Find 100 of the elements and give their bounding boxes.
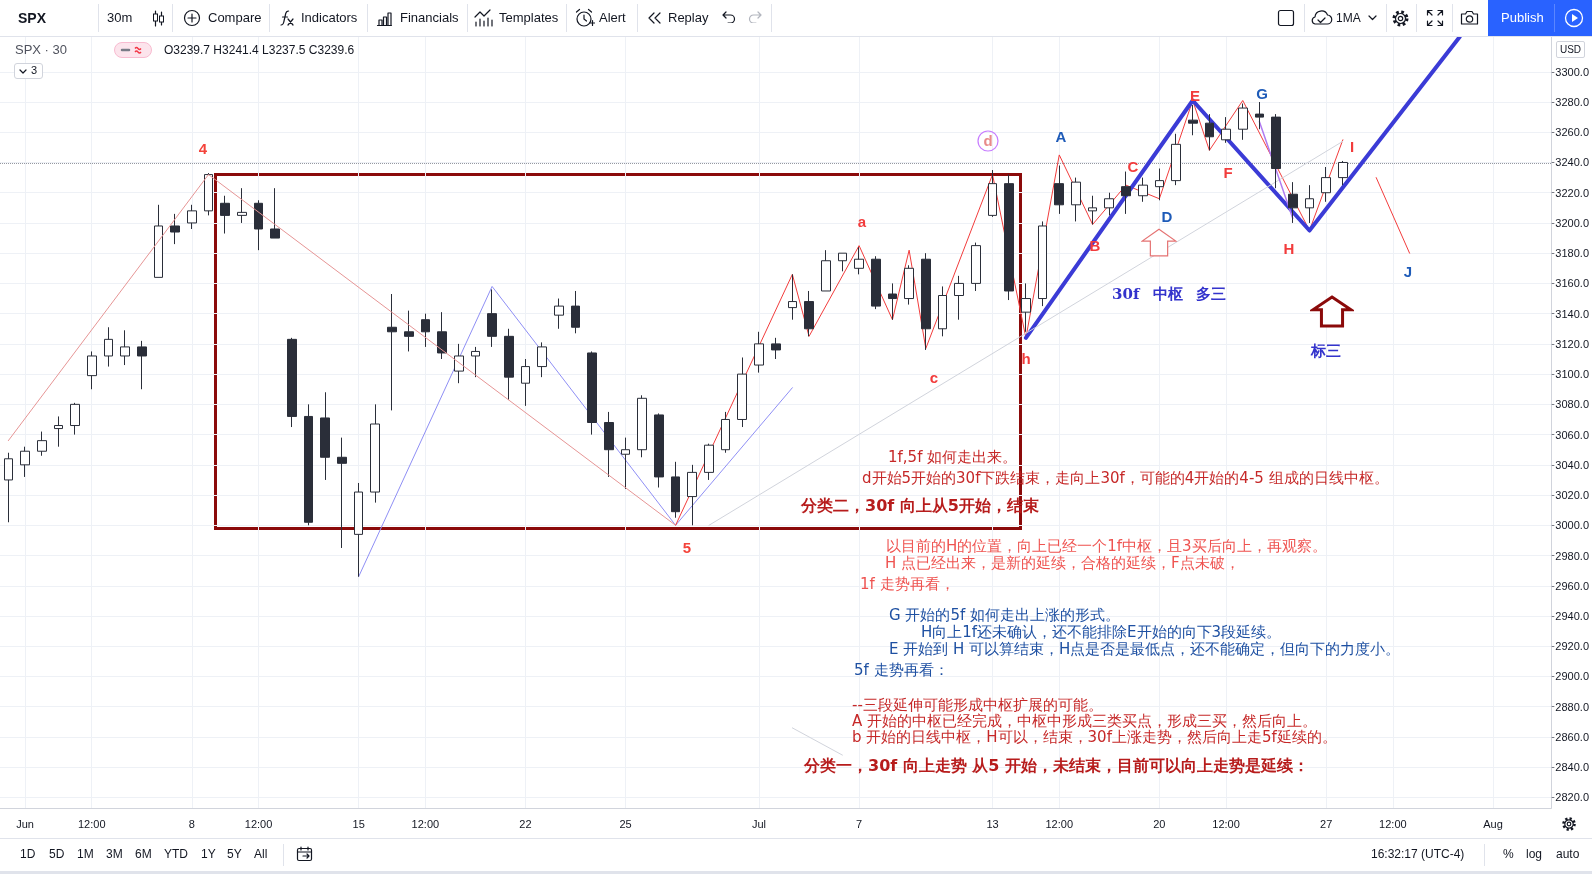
x-tick-label: 15 xyxy=(352,817,365,830)
candlestick xyxy=(604,411,614,478)
candlestick xyxy=(871,255,881,310)
text: 1D xyxy=(20,846,36,861)
text: 6M xyxy=(135,846,152,861)
text: 3M xyxy=(106,846,123,861)
x-tick-label: 12:00 xyxy=(411,817,440,830)
candlestick xyxy=(1021,282,1031,333)
annotation: H xyxy=(1283,240,1295,258)
line-series xyxy=(1023,35,1462,340)
candlestick xyxy=(1271,113,1281,189)
text: 16:32:17 (UTC-4) xyxy=(1371,846,1465,861)
y-tick-label: 3060.0 xyxy=(1555,428,1590,441)
annotation: 30f 中枢 多三 xyxy=(1112,285,1226,304)
candlestick xyxy=(1188,104,1198,136)
annotation: h xyxy=(1021,350,1031,368)
candlestick xyxy=(854,246,864,275)
candlestick xyxy=(921,252,931,351)
candlestick xyxy=(37,431,47,457)
annotation: G 开始的5f 如何走出上涨的形式。 xyxy=(889,606,1120,625)
x-tick-label: 27 xyxy=(1320,817,1333,830)
x-tick-label: 12:00 xyxy=(77,817,106,830)
candlestick xyxy=(20,446,30,478)
text: Alert xyxy=(599,10,626,26)
text: 5Y xyxy=(227,846,242,861)
annotation: J xyxy=(1403,263,1413,281)
candlestick xyxy=(737,356,747,428)
candlestick xyxy=(971,242,981,292)
annotation: c xyxy=(929,369,939,387)
annotation: d xyxy=(983,132,993,150)
candlestick xyxy=(1288,181,1298,224)
annotation: 分类一，30f 向上走势 从5 开始，未结束，目前可以向上走势是延续： xyxy=(804,755,1310,775)
y-tick-label: 3200.0 xyxy=(1555,216,1590,229)
x-tick-label: Aug xyxy=(1483,817,1503,830)
annotation: H向上1f还未确认，还不能排除E开始的向下3段延续。 xyxy=(921,623,1282,642)
candlestick xyxy=(487,288,497,348)
y-tick-label: 3280.0 xyxy=(1555,96,1590,109)
candlestick xyxy=(287,337,297,428)
candlestick xyxy=(204,172,213,216)
x-tick-label: Jul xyxy=(751,817,767,830)
annotation: A xyxy=(1055,128,1067,146)
text: 5D xyxy=(49,846,65,861)
y-tick-label: 2880.0 xyxy=(1555,700,1590,713)
y-tick-label: 3100.0 xyxy=(1555,368,1590,381)
candlestick xyxy=(1321,166,1331,203)
text: SPX xyxy=(18,9,47,26)
text: 1Y xyxy=(201,846,216,861)
text: Replay xyxy=(668,10,709,26)
candlestick xyxy=(1338,160,1348,186)
y-tick-label: 3160.0 xyxy=(1555,277,1590,290)
annotation: 5 xyxy=(682,539,692,557)
annotation: G xyxy=(1256,85,1268,103)
candlestick xyxy=(254,199,263,251)
candlestick xyxy=(804,290,814,337)
text: Indicators xyxy=(301,10,358,26)
candlestick xyxy=(154,204,163,278)
candlestick xyxy=(1104,192,1114,216)
x-tick-label: Jun xyxy=(16,817,34,830)
candlestick xyxy=(754,331,764,374)
text: auto xyxy=(1556,846,1580,861)
text: 30m xyxy=(107,10,133,26)
candlestick xyxy=(54,415,63,448)
candlestick xyxy=(954,275,964,321)
candlestick xyxy=(1155,168,1164,201)
y-tick-label: 3220.0 xyxy=(1555,186,1590,199)
candlestick xyxy=(170,213,180,245)
annotation: D xyxy=(1161,208,1173,226)
x-tick-label: 20 xyxy=(1153,817,1166,830)
x-tick-label: 8 xyxy=(188,817,195,830)
y-tick-label: 3020.0 xyxy=(1555,489,1590,502)
candlestick xyxy=(404,310,414,352)
x-tick-label: 13 xyxy=(986,817,999,830)
text: 1M xyxy=(77,846,94,861)
candlestick xyxy=(237,187,247,224)
text: log xyxy=(1526,846,1543,861)
text: YTD xyxy=(164,846,188,861)
annotation: 标三 xyxy=(1311,342,1341,361)
candlestick xyxy=(387,293,397,411)
candlestick xyxy=(1255,101,1264,130)
annotation: C xyxy=(1127,158,1139,176)
y-tick-label: 2980.0 xyxy=(1555,549,1590,562)
candlestick xyxy=(1088,195,1097,225)
annotation: 4 xyxy=(198,140,208,158)
candlestick xyxy=(1138,177,1148,203)
y-tick-label: 2820.0 xyxy=(1555,791,1590,804)
candlestick xyxy=(671,461,680,519)
y-tick-label: 3180.0 xyxy=(1555,247,1590,260)
candlestick xyxy=(938,285,947,337)
text: O3239.7 H3241.4 L3237.5 C3239.6 xyxy=(164,42,355,57)
text: All xyxy=(254,846,268,861)
candlestick xyxy=(1238,103,1248,141)
candlestick xyxy=(1205,113,1214,151)
candlestick xyxy=(1171,133,1181,186)
annotation: 1f,5f 如何走出来。 xyxy=(888,448,1018,467)
candlestick xyxy=(1071,177,1081,222)
y-tick-label: 3300.0 xyxy=(1555,65,1590,78)
y-tick-label: 2860.0 xyxy=(1555,730,1590,743)
text: Financials xyxy=(400,10,459,26)
text: % xyxy=(1503,846,1514,861)
y-tick-label: 3040.0 xyxy=(1555,458,1590,471)
